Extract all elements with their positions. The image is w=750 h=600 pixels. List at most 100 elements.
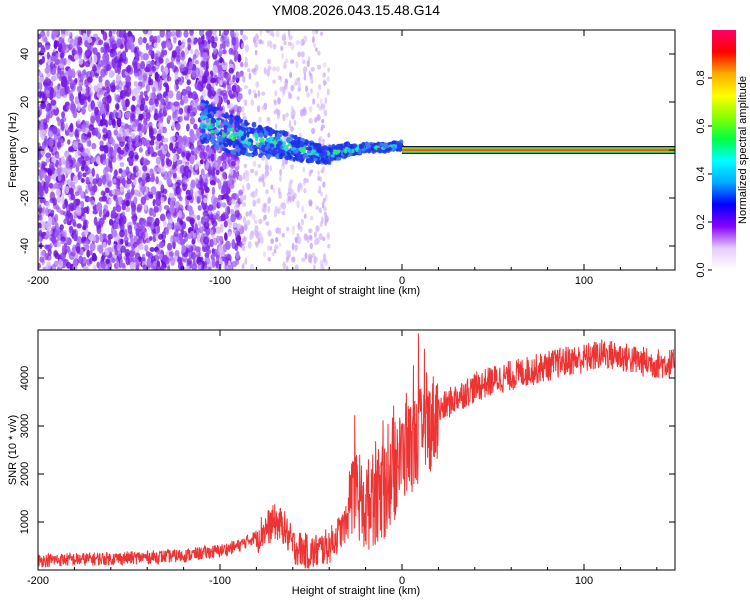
sparse-cell: [317, 170, 320, 177]
track-cell: [266, 154, 271, 160]
noise-cell: [214, 94, 219, 105]
noise-cell: [45, 244, 52, 252]
noise-cell: [190, 49, 194, 55]
noise-cell: [132, 216, 137, 225]
noise-cell: [197, 37, 202, 46]
sparse-cell: [303, 66, 308, 73]
sparse-cell: [309, 106, 313, 113]
noise-cell: [182, 155, 187, 165]
track-cell: [330, 154, 335, 158]
noise-cell: [94, 106, 99, 116]
sparse-cell: [318, 207, 322, 214]
noise-cell: [98, 217, 105, 226]
noise-cell: [149, 247, 155, 252]
noise-cell: [103, 204, 108, 211]
noise-cell: [53, 104, 57, 110]
noise-cell: [181, 88, 188, 96]
noise-cell: [199, 256, 204, 263]
noise-cell: [171, 105, 176, 113]
sparse-cell: [241, 42, 245, 49]
noise-cell: [155, 250, 161, 255]
sparse-cell: [310, 66, 315, 72]
sparse-cell: [294, 237, 298, 244]
sparse-cell: [244, 44, 250, 53]
sparse-cell: [295, 40, 300, 45]
noise-cell: [209, 180, 216, 186]
noise-cell: [67, 67, 72, 78]
noise-cell: [89, 257, 93, 265]
noise-cell: [182, 176, 188, 185]
sparse-cell: [281, 33, 286, 40]
track-cell: [384, 148, 391, 152]
noise-cell: [145, 175, 151, 183]
noise-cell: [44, 67, 50, 74]
noise-cell: [163, 127, 167, 134]
sparse-cell: [267, 58, 272, 65]
sparse-cell: [246, 219, 251, 226]
noise-cell: [142, 264, 148, 270]
noise-cell: [148, 121, 153, 129]
noise-cell: [102, 214, 107, 221]
noise-cell: [47, 174, 51, 183]
colorbar-tick-label: 0.0: [695, 262, 707, 277]
track-cell: [249, 148, 255, 152]
noise-cell: [148, 100, 155, 106]
noise-cell: [71, 68, 76, 78]
track-cell: [241, 149, 247, 154]
noise-cell: [89, 84, 93, 93]
noise-cell: [61, 75, 67, 86]
noise-cell: [133, 189, 140, 197]
noise-cell: [96, 221, 101, 230]
noise-cell: [152, 86, 156, 94]
noise-cell: [98, 244, 104, 254]
noise-cell: [194, 163, 198, 170]
noise-cell: [120, 245, 126, 253]
noise-cell: [102, 97, 107, 105]
sparse-cell: [285, 112, 289, 118]
noise-cell: [151, 151, 158, 157]
noise-cell: [51, 51, 56, 57]
noise-cell: [219, 79, 223, 86]
sparse-cell: [274, 244, 279, 250]
sparse-cell: [272, 43, 277, 50]
track-cell: [223, 119, 229, 126]
noise-cell: [64, 160, 70, 168]
track-cell: [299, 137, 305, 142]
noise-cell: [205, 35, 212, 41]
noise-cell: [207, 249, 212, 255]
sparse-cell: [292, 229, 295, 235]
sparse-cell: [267, 245, 270, 252]
sparse-cell: [310, 78, 314, 84]
track-cell: [226, 127, 231, 132]
y-tick-label: 2000: [19, 462, 31, 486]
noise-cell: [154, 71, 159, 81]
noise-cell: [211, 258, 216, 268]
sparse-cell: [273, 209, 277, 218]
noise-cell: [137, 81, 143, 87]
noise-cell: [230, 213, 236, 223]
noise-cell: [123, 228, 128, 238]
noise-cell: [128, 160, 134, 167]
noise-cell: [228, 79, 234, 85]
sparse-cell: [315, 47, 318, 52]
sparse-cell: [296, 233, 300, 239]
noise-cell: [131, 207, 136, 217]
noise-cell: [38, 109, 41, 118]
sparse-cell: [248, 72, 252, 80]
noise-cell: [155, 176, 159, 185]
noise-cell: [66, 104, 70, 111]
noise-cell: [133, 81, 139, 87]
sparse-cell: [323, 211, 328, 217]
track-cell: [277, 140, 283, 146]
noise-cell: [205, 31, 209, 37]
noise-cell: [236, 212, 243, 221]
noise-cell: [64, 85, 70, 95]
noise-cell: [146, 257, 152, 267]
noise-cell: [198, 75, 203, 82]
track-cell: [398, 142, 403, 147]
sparse-cell: [291, 194, 295, 202]
noise-cell: [219, 223, 224, 233]
track-cell: [307, 146, 313, 152]
sparse-cell: [263, 202, 268, 208]
